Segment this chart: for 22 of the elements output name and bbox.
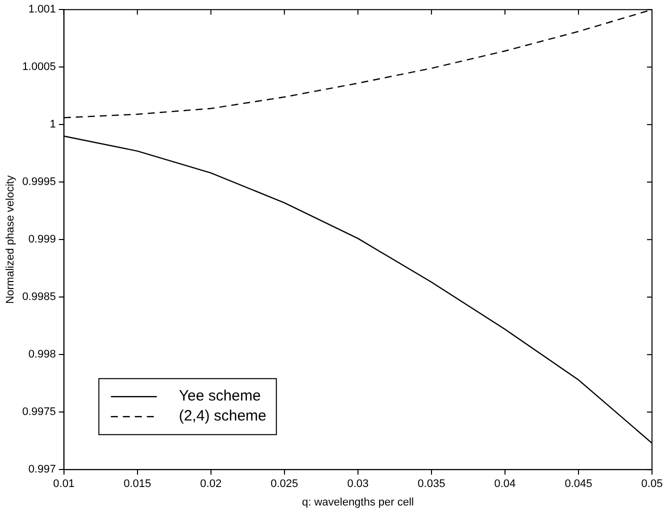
x-tick-label: 0.03 [347, 478, 369, 490]
y-tick-label: 0.999 [28, 234, 56, 246]
x-axis-title: q: wavelengths per cell [302, 496, 414, 508]
y-axis-title: Normalized phase velocity [4, 174, 17, 304]
x-tick-label: 0.045 [564, 478, 592, 490]
legend-label: Yee scheme [178, 388, 261, 405]
x-tick-label: 0.035 [418, 478, 446, 490]
y-tick-label: 0.997 [28, 464, 56, 476]
x-tick-label: 0.02 [200, 478, 222, 490]
y-tick-label: 1.001 [28, 4, 56, 16]
y-tick-label: 1 [50, 118, 56, 131]
x-tick-label: 0.015 [124, 478, 152, 490]
y-tick-label: 0.9995 [22, 176, 56, 188]
y-tick-label: 0.9975 [22, 406, 56, 418]
x-tick-label: 0.05 [641, 478, 663, 490]
x-tick-label: 0.025 [270, 478, 298, 490]
legend-label: (2,4) scheme [178, 408, 266, 425]
x-tick-label: 0.01 [53, 478, 75, 490]
y-tick-label: 0.9985 [22, 291, 56, 304]
x-tick-label: 0.04 [494, 478, 516, 490]
y-tick-label: 1.0005 [22, 61, 56, 74]
y-tick-label: 0.998 [28, 348, 56, 361]
